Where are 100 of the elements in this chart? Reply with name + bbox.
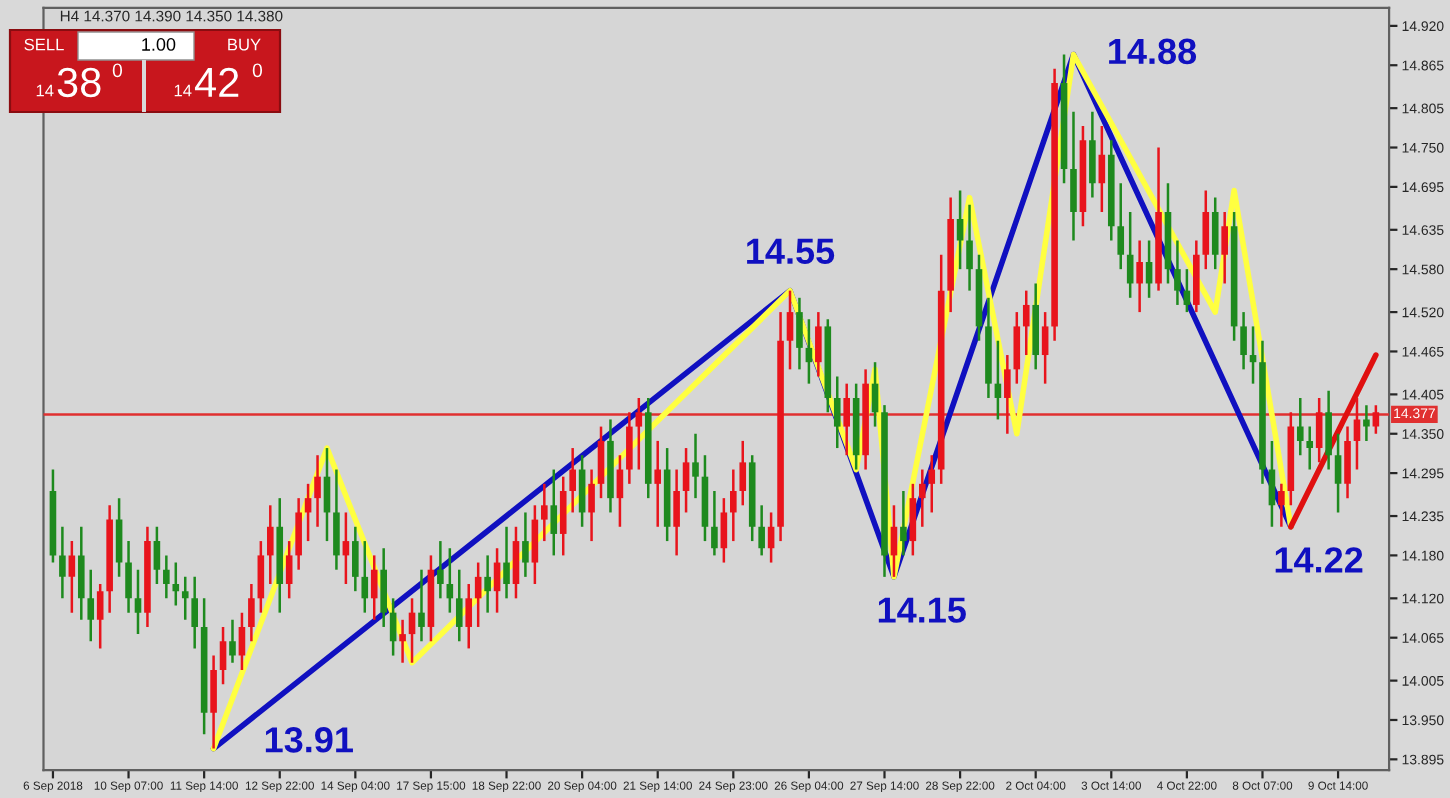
candlestick [531, 504, 539, 586]
candlestick [541, 482, 548, 543]
candlestick [1315, 396, 1323, 464]
candlestick [739, 439, 747, 507]
data-label: 14.55 [747, 238, 835, 265]
candlestick [522, 511, 529, 579]
candlestick [654, 439, 662, 529]
candlestick [219, 625, 227, 686]
candlestick [1296, 396, 1304, 457]
candlestick [361, 539, 369, 614]
candlestick [786, 289, 794, 371]
data-label: 14.15 [878, 597, 966, 623]
candlestick [437, 539, 444, 600]
candlestick [380, 546, 387, 629]
candlestick [96, 582, 104, 650]
annotation: 14 [174, 84, 192, 97]
candlestick [418, 568, 425, 643]
candlestick [1070, 110, 1077, 242]
candlestick [569, 446, 576, 514]
candlestick [87, 568, 95, 643]
candlestick [1013, 310, 1021, 385]
candlestick [238, 611, 246, 672]
candlestick [1221, 210, 1228, 285]
candlestick [956, 189, 964, 271]
candlestick [559, 475, 567, 557]
data-label: 14.22 [1275, 547, 1363, 573]
candlestick [1136, 239, 1143, 314]
annotation: 38 [57, 67, 101, 98]
candlestick [314, 453, 321, 529]
candlestick [1363, 403, 1370, 443]
candlestick [635, 396, 643, 471]
data-label: 13.91 [265, 727, 353, 753]
candlestick [352, 525, 359, 593]
candlestick [1240, 310, 1247, 371]
candlestick [966, 203, 973, 292]
candlestick [285, 539, 293, 600]
candlestick [1022, 289, 1030, 357]
candlestick [796, 296, 803, 371]
annotation: 0 [112, 63, 123, 78]
candlestick [720, 496, 728, 564]
data-label: 14.88 [1109, 38, 1197, 65]
candlestick [210, 654, 217, 750]
candlestick [1041, 310, 1049, 385]
candlestick [399, 618, 406, 664]
candlestick [455, 568, 463, 643]
candlestick [758, 504, 765, 557]
candlestick [370, 554, 378, 622]
candlestick [77, 525, 85, 622]
candlestick [900, 489, 907, 557]
candlestick [59, 525, 66, 600]
candlestick [550, 468, 558, 557]
candlestick [1306, 425, 1314, 471]
candlestick [1117, 182, 1125, 271]
candlestick [163, 554, 170, 600]
candlestick [484, 554, 491, 614]
candlestick [1174, 239, 1181, 307]
candlestick [503, 525, 510, 600]
candlestick [833, 375, 841, 450]
candlestick [626, 411, 633, 486]
candlestick [692, 432, 699, 500]
annotation: 1.00 [142, 38, 176, 51]
candlestick [1089, 110, 1096, 199]
candlestick [1004, 353, 1011, 435]
candlestick [191, 575, 198, 650]
candlestick [295, 496, 302, 571]
candlestick [134, 568, 142, 636]
annotation: BUY [228, 38, 261, 51]
candlestick [333, 468, 340, 571]
candlestick [266, 504, 274, 586]
candlestick [909, 482, 917, 557]
candlestick [730, 468, 737, 543]
candlestick [465, 582, 473, 650]
candlestick [1278, 482, 1285, 529]
candlestick [1325, 389, 1332, 471]
candlestick [1211, 196, 1219, 271]
candlestick [248, 582, 255, 643]
candlestick [115, 496, 123, 579]
candlestick [153, 525, 161, 586]
candlestick [1372, 403, 1380, 435]
candlestick [172, 561, 180, 607]
candlestick [928, 453, 936, 514]
candlestick [711, 489, 718, 557]
candlestick [1353, 396, 1361, 471]
candlestick [1334, 432, 1342, 514]
annotation: 14 [36, 84, 54, 97]
candlestick [682, 446, 690, 514]
annotation: SELL [24, 38, 64, 51]
annotation: 0 [252, 63, 263, 78]
candlestick [1344, 425, 1351, 500]
candlestick [512, 525, 520, 600]
candlestick [815, 310, 822, 378]
candlestick [918, 468, 926, 529]
candlestick [257, 539, 265, 614]
candlestick [68, 539, 76, 614]
candlestick [1202, 189, 1210, 271]
candlestick [673, 468, 680, 557]
candlestick [597, 425, 605, 500]
candlestick [588, 468, 595, 543]
candlestick [125, 539, 132, 614]
candlestick [843, 382, 851, 457]
